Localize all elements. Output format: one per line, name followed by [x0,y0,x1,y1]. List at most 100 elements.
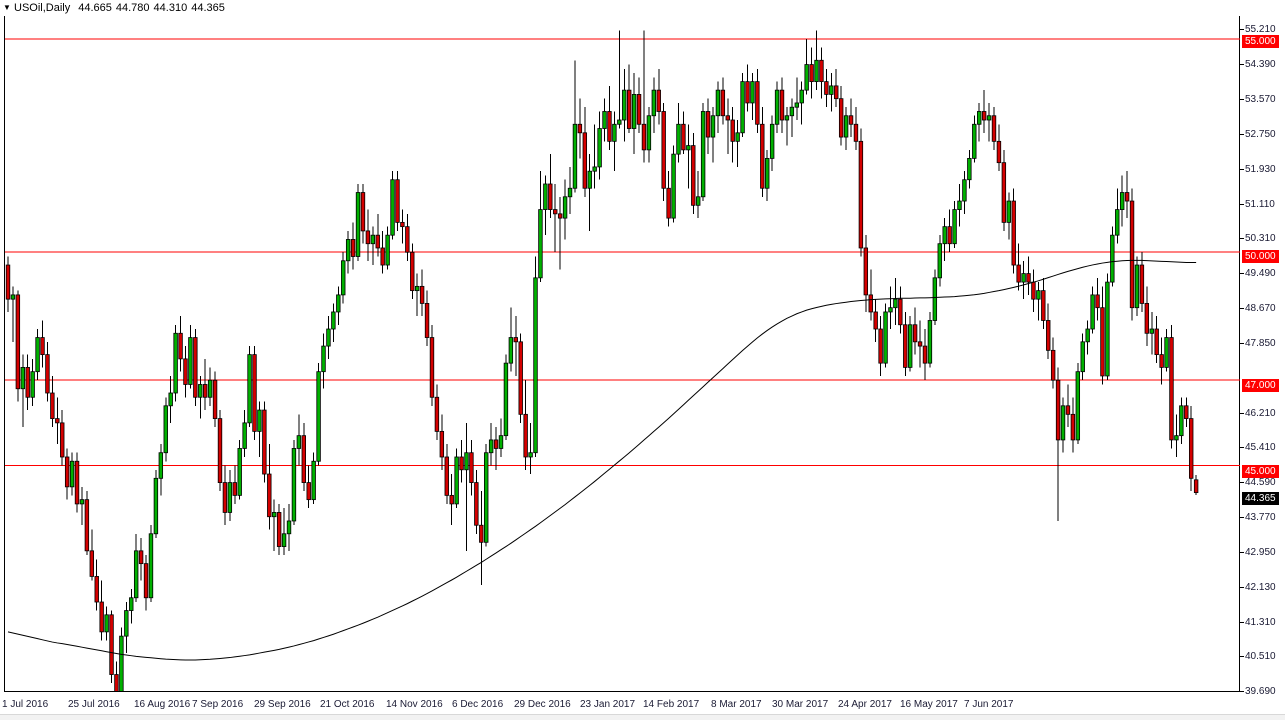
candle-body-bearish[interactable] [824,81,829,95]
candle-body-bullish[interactable] [296,435,302,449]
candle-body-bullish[interactable] [207,379,213,398]
candle-body-bearish[interactable] [1055,379,1061,441]
candle-body-bearish[interactable] [306,482,311,501]
candle-body-bearish[interactable] [143,563,149,599]
candle-body-bullish[interactable] [153,477,159,535]
candle-body-bullish[interactable] [316,371,321,462]
candle-body-bullish[interactable] [385,234,390,266]
candle-body-bullish[interactable] [1110,234,1115,283]
candle-body-bullish[interactable] [631,94,637,129]
price-axis[interactable]: 55.210 54.390 53.570 52.750 51.930 51.110 50.3… [1240,16,1285,697]
candle-body-bearish[interactable] [705,111,711,138]
candle-body-bullish[interactable] [932,277,938,321]
candle-body-bearish[interactable] [809,64,814,83]
level-price-label[interactable]: 55.000 [1242,35,1279,48]
candle-body-bullish[interactable] [355,192,361,257]
candle-body-bullish[interactable] [942,226,947,245]
candle-body-bearish[interactable] [5,264,11,300]
candle-body-bullish[interactable] [893,298,898,309]
candle-body-bullish[interactable] [133,550,139,599]
candle-body-bearish[interactable] [873,311,878,330]
candle-body-bearish[interactable] [40,337,45,356]
candle-body-bullish[interactable] [784,115,790,121]
candle-body-bearish[interactable] [1189,418,1194,479]
candle-body-bearish[interactable] [222,482,228,513]
candle-body-bullish[interactable] [414,285,420,292]
candle-body-bullish[interactable] [740,81,745,134]
candle-body-bullish[interactable] [829,85,834,95]
candle-body-bearish[interactable] [557,213,563,219]
candle-body-bearish[interactable] [474,482,479,526]
candle-body-bullish[interactable] [390,179,395,236]
candle-body-bullish[interactable] [286,520,292,535]
candle-body-bearish[interactable] [636,94,642,125]
candle-body-bearish[interactable] [395,179,400,223]
candle-body-bearish[interactable] [449,494,454,505]
candle-body-bullish[interactable] [1060,405,1066,441]
candle-body-bearish[interactable] [730,119,735,142]
candle-body-bullish[interactable] [173,332,178,394]
candle-body-bearish[interactable] [577,123,583,134]
candle-body-bearish[interactable] [350,239,356,257]
candle-body-bearish[interactable] [607,111,612,142]
candle-body-bullish[interactable] [804,64,809,91]
candle-body-bearish[interactable] [626,89,632,129]
candle-body-bullish[interactable] [977,111,982,125]
candle-body-bullish[interactable] [1164,337,1169,368]
candle-body-bullish[interactable] [1021,273,1026,283]
candle-body-bearish[interactable] [1124,192,1130,202]
candle-body-bullish[interactable] [587,170,592,189]
candle-body-bullish[interactable] [237,448,242,496]
candle-body-bearish[interactable] [745,81,750,104]
candle-body-bullish[interactable] [765,157,770,189]
candle-body-bullish[interactable] [464,452,469,471]
candle-body-bullish[interactable] [651,89,657,117]
candle-body-bullish[interactable] [69,460,75,488]
candle-body-bearish[interactable] [666,187,671,219]
candle-body-bullish[interactable] [612,123,617,142]
candle-body-bearish[interactable] [178,332,183,360]
candle-body-bullish[interactable] [696,196,701,206]
candle-body-bullish[interactable] [508,337,514,364]
candle-body-bullish[interactable] [528,452,533,458]
candle-body-bullish[interactable] [311,460,316,501]
candle-body-bullish[interactable] [592,166,597,172]
candle-body-bullish[interactable] [247,354,252,424]
candle-body-bearish[interactable] [444,456,449,496]
candle-body-bullish[interactable] [843,115,849,138]
candle-body-bullish[interactable] [326,328,331,347]
candle-body-bearish[interactable] [819,59,824,83]
candle-body-bullish[interactable] [533,277,538,454]
candle-body-bullish[interactable] [962,179,967,202]
candle-body-bearish[interactable] [1159,354,1164,368]
candle-body-bullish[interactable] [1036,290,1041,300]
candle-body-bearish[interactable] [74,460,80,505]
candle-body-bullish[interactable] [1085,328,1090,343]
candle-body-bullish[interactable] [622,89,627,121]
candle-body-bearish[interactable] [691,145,696,206]
candle-body-bullish[interactable] [20,367,25,390]
candle-body-bearish[interactable] [518,341,523,415]
candle-body-bearish[interactable] [1184,405,1189,419]
candle-body-bullish[interactable] [257,409,262,432]
candle-body-bullish[interactable] [789,106,795,117]
candle-body-bearish[interactable] [725,115,730,121]
candle-body-bearish[interactable] [553,209,558,215]
candle-body-bearish[interactable] [878,328,883,364]
candle-body-bullish[interactable] [10,294,16,300]
candle-body-bullish[interactable] [602,111,607,129]
candle-body-bullish[interactable] [710,115,716,138]
candle-body-bearish[interactable] [25,367,30,398]
candle-body-bullish[interactable] [567,187,573,198]
candle-body-bullish[interactable] [794,102,799,108]
candle-body-bearish[interactable] [439,430,445,458]
candle-body-bullish[interactable] [35,337,40,373]
candle-body-bearish[interactable] [1070,413,1076,441]
candle-body-bullish[interactable] [1115,209,1120,236]
candle-body-bearish[interactable] [99,601,104,633]
candle-body-bearish[interactable] [1026,273,1031,283]
candle-body-bearish[interactable] [1193,479,1199,494]
candle-body-bearish[interactable] [1169,337,1174,441]
caret-down-icon[interactable]: ▼ [3,3,11,13]
candle-body-bearish[interactable] [193,337,198,398]
